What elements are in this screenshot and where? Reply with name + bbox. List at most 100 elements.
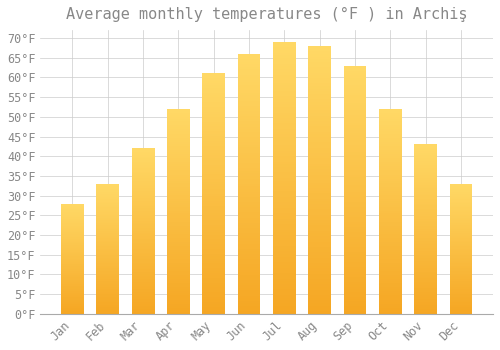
Bar [379,178,402,181]
Bar [450,219,472,220]
Bar [344,167,366,170]
Bar [414,187,437,188]
Bar [167,111,190,113]
Bar [379,211,402,214]
Bar [167,271,190,273]
Bar [167,144,190,146]
Bar [167,281,190,283]
Bar [202,203,225,206]
Bar [344,118,366,120]
Bar [96,236,119,237]
Bar [273,222,296,224]
Bar [379,207,402,209]
Bar [379,130,402,132]
Bar [61,209,84,210]
Bar [308,94,331,97]
Bar [167,152,190,154]
Bar [96,267,119,268]
Bar [414,224,437,226]
Bar [132,258,154,259]
Bar [308,59,331,62]
Bar [238,106,260,108]
Bar [273,85,296,88]
Bar [450,209,472,210]
Bar [414,155,437,156]
Bar [450,263,472,265]
Bar [273,164,296,167]
Bar [344,304,366,307]
Bar [96,188,119,189]
Bar [344,100,366,103]
Bar [167,222,190,224]
Bar [96,219,119,220]
Bar [167,218,190,219]
Bar [379,269,402,271]
Bar [132,310,154,312]
Bar [238,290,260,293]
Bar [414,250,437,251]
Bar [202,234,225,237]
Bar [96,190,119,191]
Bar [344,80,366,83]
Bar [96,275,119,276]
Bar [238,215,260,218]
Bar [202,220,225,223]
Bar [96,294,119,296]
Bar [450,218,472,219]
Bar [96,198,119,200]
Bar [61,227,84,228]
Bar [379,312,402,314]
Bar [167,121,190,123]
Bar [132,155,154,156]
Bar [308,260,331,263]
Bar [132,231,154,233]
Bar [450,249,472,250]
Bar [61,248,84,249]
Bar [344,219,366,222]
Bar [238,137,260,140]
Bar [132,299,154,301]
Bar [308,247,331,250]
Bar [414,288,437,290]
Bar [450,290,472,292]
Bar [450,301,472,302]
Bar [450,229,472,231]
Bar [308,145,331,148]
Bar [308,142,331,145]
Bar [344,292,366,294]
Bar [132,273,154,274]
Bar [273,96,296,99]
Bar [344,217,366,219]
Bar [450,267,472,268]
Bar [450,210,472,211]
Bar [344,125,366,128]
Bar [414,192,437,194]
Bar [379,156,402,158]
Bar [238,119,260,121]
Bar [167,236,190,238]
Bar [238,116,260,119]
Bar [167,211,190,214]
Bar [379,216,402,218]
Bar [273,148,296,151]
Bar [238,265,260,267]
Bar [379,123,402,125]
Bar [167,240,190,242]
Bar [344,105,366,108]
Bar [344,142,366,145]
Bar [238,283,260,285]
Bar [132,195,154,196]
Bar [379,298,402,300]
Bar [273,284,296,287]
Bar [379,115,402,117]
Bar [202,242,225,244]
Bar [344,76,366,78]
Bar [202,194,225,196]
Bar [132,221,154,223]
Bar [132,249,154,251]
Bar [167,230,190,232]
Bar [167,291,190,293]
Bar [61,238,84,239]
Bar [61,286,84,287]
Bar [308,191,331,193]
